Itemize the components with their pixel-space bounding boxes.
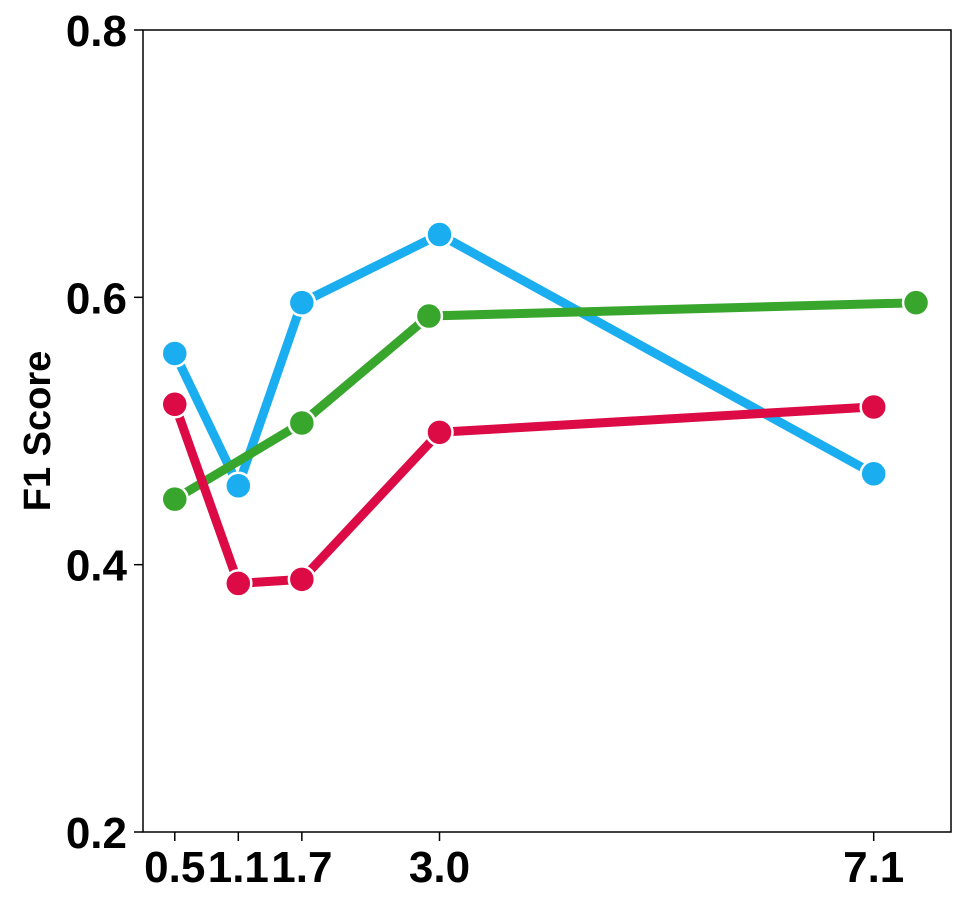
x-tick-label: 1.1 — [208, 843, 269, 892]
y-tick-label: 0.8 — [66, 7, 127, 56]
x-tick-label: 0.5 — [144, 843, 205, 892]
y-axis-label: F1 Score — [17, 351, 59, 512]
x-tick-label: 7.1 — [843, 843, 904, 892]
data-point — [287, 288, 317, 317]
data-point — [859, 459, 888, 489]
data-point — [224, 569, 253, 598]
plot-frame — [142, 29, 952, 833]
y-axis: 0.2 0.4 0.6 0.8 — [66, 7, 143, 858]
data-point — [287, 565, 317, 594]
data-point — [859, 392, 888, 422]
y-tick-label: 0.2 — [66, 809, 127, 858]
data-point — [160, 339, 190, 368]
series-line — [170, 298, 921, 504]
x-tick-label: 1.7 — [271, 843, 332, 892]
data-point — [224, 471, 253, 501]
series-3 — [160, 390, 888, 598]
data-point — [160, 484, 190, 514]
data-point — [901, 288, 931, 317]
data-point — [160, 390, 190, 419]
y-tick-label: 0.6 — [66, 274, 127, 323]
data-point — [425, 418, 454, 447]
data-point — [425, 220, 454, 249]
y-tick-label: 0.4 — [66, 542, 128, 591]
x-tick-label: 3.0 — [409, 843, 470, 892]
series-layer — [160, 220, 931, 598]
series-line — [170, 230, 879, 491]
series-1 — [160, 220, 888, 501]
data-point — [287, 408, 317, 438]
series-2 — [160, 288, 931, 514]
data-point — [414, 301, 444, 331]
x-axis: 0.5 1.1 1.7 3.0 7.1 — [144, 832, 904, 892]
